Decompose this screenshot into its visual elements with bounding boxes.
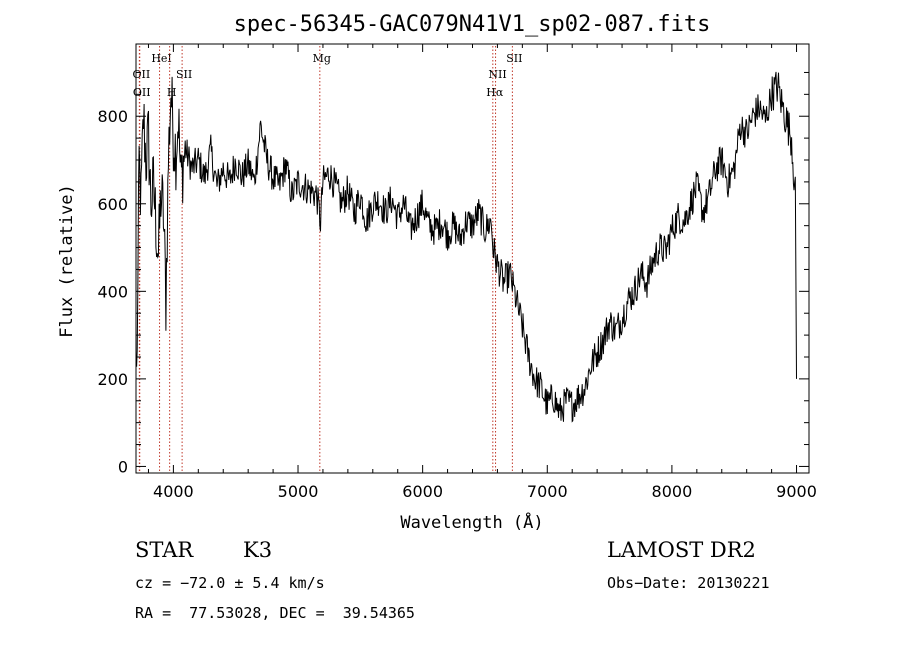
spectral-line-label: SII xyxy=(176,68,192,81)
spectral-line-label: OII xyxy=(133,68,151,81)
ra-dec-coordinates: RA = 77.53028, DEC = 39.54365 xyxy=(135,604,415,622)
x-tick-label: 8000 xyxy=(652,482,693,501)
x-tick-label: 9000 xyxy=(776,482,817,501)
chart-title: spec-56345-GAC079N41V1_sp02-087.fits xyxy=(234,12,711,37)
x-tick-label: 6000 xyxy=(402,482,443,501)
object-subclass: K3 xyxy=(243,538,273,562)
x-axis-label: Wavelength (Å) xyxy=(400,511,543,533)
y-tick-label: 400 xyxy=(97,282,128,301)
x-axis-ticks: 4000 5000 6000 7000 8000 9000 xyxy=(147,44,817,501)
spectral-line-label: Mg xyxy=(313,52,331,65)
spectrum-series-line xyxy=(136,71,797,423)
plot-frame xyxy=(135,43,810,474)
y-tick-label: 200 xyxy=(97,370,128,389)
observation-date: Obs−Date: 20130221 xyxy=(607,574,770,592)
series-layer xyxy=(136,71,797,423)
spectral-line-label: SII xyxy=(506,52,522,65)
x-tick-label: 7000 xyxy=(527,482,568,501)
survey-name: LAMOST DR2 xyxy=(607,538,756,562)
x-tick-label: 5000 xyxy=(278,482,319,501)
object-class: STAR xyxy=(135,538,194,562)
spectral-line-label: NII xyxy=(488,68,506,81)
spectral-line-label: OII xyxy=(133,86,151,99)
y-tick-label: 0 xyxy=(118,457,128,476)
y-tick-label: 800 xyxy=(97,107,128,126)
x-tick-label: 4000 xyxy=(153,482,194,501)
redshift-velocity: cz = −72.0 ± 5.4 km/s xyxy=(135,574,325,592)
y-axis-label: Flux (relative) xyxy=(57,184,77,338)
y-tick-label: 600 xyxy=(97,195,128,214)
spectral-line-label: HeI xyxy=(151,52,171,65)
y-axis-ticks: 0 200 400 600 800 xyxy=(97,71,809,476)
spectral-line-label: Hα xyxy=(486,86,504,99)
